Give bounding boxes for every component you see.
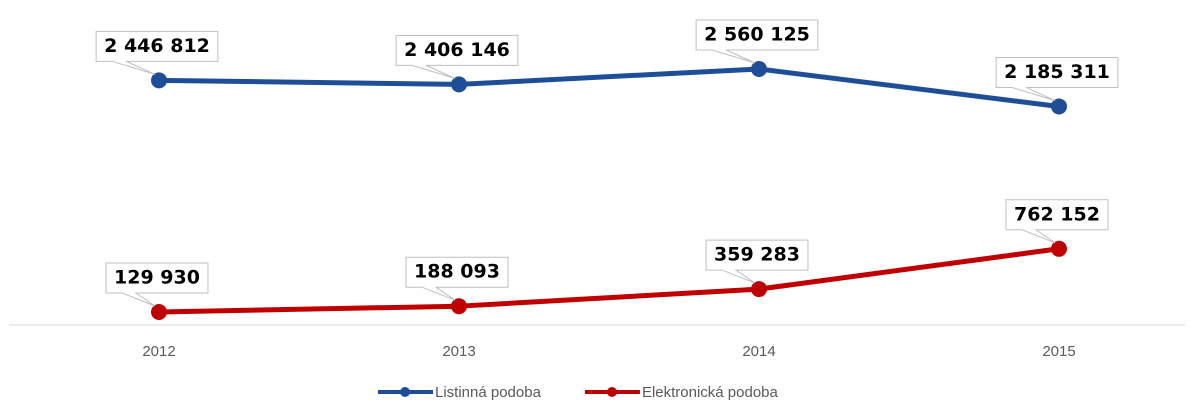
data-label-text: 129 930 [114,267,200,289]
label-box [705,239,809,284]
data-label-text: 2 560 125 [704,23,810,45]
data-label-text: 2 406 146 [404,39,510,61]
point [751,281,767,298]
series-line [158,246,1060,315]
data-label: 359 283 [705,239,809,284]
data-label-text: 2 185 311 [1004,61,1110,83]
point [451,298,467,315]
data-label-text: 188 093 [414,261,500,283]
point [751,60,767,77]
point [451,76,467,93]
series-line [158,66,1060,109]
data-label: 2 185 311 [995,56,1119,101]
label-box [695,19,819,64]
point [1051,98,1067,115]
label-box [105,262,209,307]
label-box [405,256,509,301]
data-label: 2 446 812 [95,30,219,75]
x-tick-label: 2014 [742,343,775,360]
data-label: 762 152 [1005,199,1109,244]
x-tick-label: 2013 [442,343,475,360]
point [151,72,167,89]
point [1051,240,1067,257]
label-box [1005,199,1109,244]
data-label: 129 930 [105,262,209,307]
point [151,304,167,321]
data-label: 2 406 146 [395,34,519,79]
x-tick-label: 2015 [1042,343,1075,360]
x-tick-label: 2012 [142,343,175,360]
label-box [995,56,1119,101]
legend-label: Elektronická podoba [642,384,779,401]
legend-item: Listinná podoba [378,384,542,401]
legend-label: Listinná podoba [435,384,542,401]
data-label-text: 359 283 [714,244,800,266]
label-box [95,30,219,75]
data-label: 2 560 125 [695,19,819,64]
data-label-text: 762 152 [1014,203,1100,225]
legend-marker [606,387,617,397]
legend-item: Elektronická podoba [584,384,779,401]
label-box [395,34,519,79]
legend-marker [400,387,410,397]
data-label: 188 093 [405,256,509,301]
data-label-text: 2 446 812 [104,35,210,57]
